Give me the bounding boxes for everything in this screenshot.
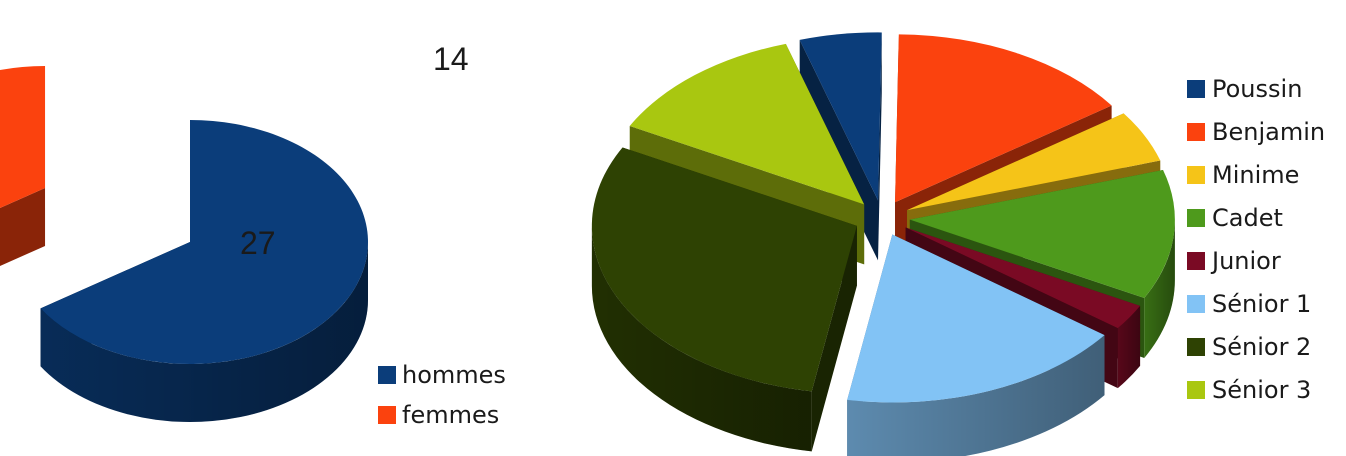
legend-swatch-senior-2 [1187, 338, 1205, 356]
pie-slice-hommes [40, 120, 368, 422]
legend-label-minime: Minime [1212, 161, 1299, 189]
legend-label-senior-2: Sénior 2 [1212, 333, 1311, 361]
data-label-femmes: 14 [433, 41, 469, 77]
legend-label-cadet: Cadet [1212, 204, 1283, 232]
legend-label-senior-3: Sénior 3 [1212, 376, 1311, 404]
legend-swatch-senior-3 [1187, 381, 1205, 399]
legend-label-poussin: Poussin [1212, 75, 1302, 103]
legend-label-benjamin: Benjamin [1212, 118, 1325, 146]
data-label-hommes: 27 [240, 225, 276, 261]
legend-swatch-junior [1187, 252, 1205, 270]
legend-label-hommes: hommes [402, 361, 506, 389]
legend-swatch-poussin [1187, 80, 1205, 98]
legend-swatch-minime [1187, 166, 1205, 184]
legend-swatch-benjamin [1187, 123, 1205, 141]
legend-label-femmes: femmes [402, 401, 499, 429]
legend-label-junior: Junior [1210, 247, 1281, 275]
legend-label-senior-1: Sénior 1 [1212, 290, 1311, 318]
legend-swatch-femmes [378, 406, 396, 424]
category-pie-chart [591, 32, 1175, 456]
legend-swatch-senior-1 [1187, 295, 1205, 313]
pie-slice-senior-1 [847, 234, 1105, 456]
category-legend: Poussin Benjamin Minime Cadet Junior Sén… [1187, 75, 1325, 404]
legend-swatch-hommes [378, 366, 396, 384]
legend-swatch-cadet [1187, 209, 1205, 227]
pie-slice-senior-2 [591, 147, 857, 452]
pie-slice-femmes [0, 65, 46, 266]
gender-legend: hommes femmes [378, 361, 506, 429]
gender-pie-chart [0, 65, 368, 422]
